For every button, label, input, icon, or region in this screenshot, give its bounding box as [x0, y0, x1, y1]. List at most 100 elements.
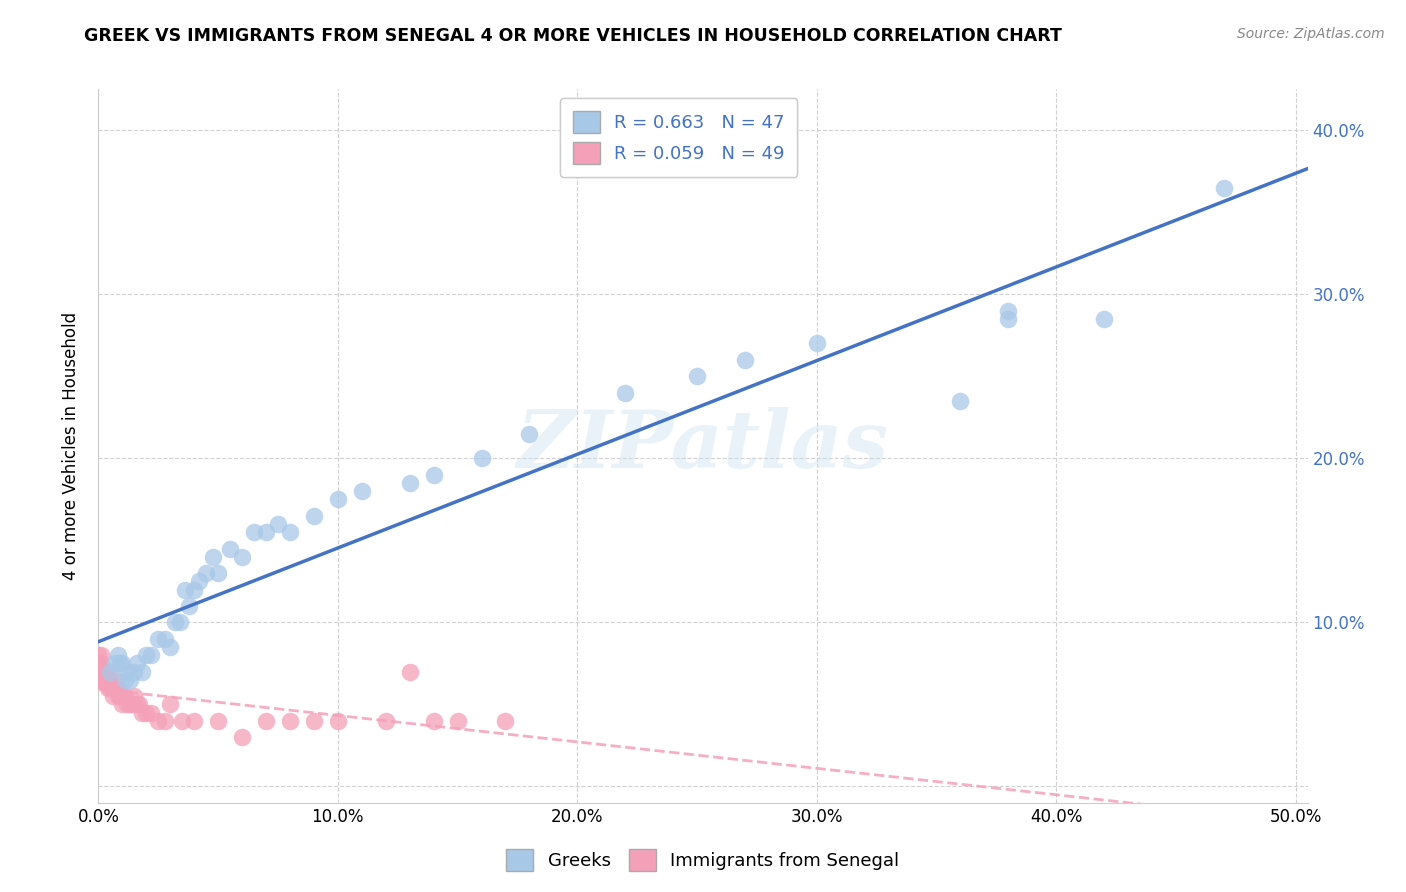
- Point: [231, 549, 253, 564]
- Point: [422, 714, 444, 728]
- Point: [90, 665, 112, 679]
- Point: [163, 615, 186, 630]
- Point: [202, 549, 225, 564]
- Y-axis label: 4 or more Vehicles in Household: 4 or more Vehicles in Household: [62, 312, 80, 580]
- Point: [326, 714, 349, 728]
- Point: [148, 632, 170, 646]
- Point: [107, 681, 129, 695]
- Point: [949, 393, 972, 408]
- Point: [111, 689, 134, 703]
- Point: [87, 673, 110, 687]
- Point: [115, 698, 138, 712]
- Point: [139, 706, 162, 720]
- Point: [243, 525, 266, 540]
- Point: [267, 516, 290, 531]
- Point: [155, 632, 177, 646]
- Point: [118, 698, 141, 712]
- Point: [278, 714, 301, 728]
- Legend: Greeks, Immigrants from Senegal: Greeks, Immigrants from Senegal: [499, 842, 907, 879]
- Point: [121, 698, 143, 712]
- Point: [100, 681, 122, 695]
- Point: [87, 648, 110, 662]
- Point: [686, 369, 709, 384]
- Point: [104, 681, 127, 695]
- Point: [100, 673, 122, 687]
- Point: [87, 657, 110, 671]
- Point: [188, 574, 211, 589]
- Point: [124, 665, 146, 679]
- Point: [1092, 311, 1115, 326]
- Point: [107, 689, 129, 703]
- Point: [131, 706, 153, 720]
- Point: [104, 657, 127, 671]
- Point: [997, 311, 1019, 326]
- Point: [398, 665, 420, 679]
- Point: [114, 673, 136, 687]
- Point: [111, 657, 134, 671]
- Point: [139, 648, 162, 662]
- Point: [100, 665, 122, 679]
- Point: [183, 714, 205, 728]
- Point: [155, 714, 177, 728]
- Point: [172, 714, 194, 728]
- Point: [135, 648, 157, 662]
- Point: [997, 303, 1019, 318]
- Point: [115, 665, 138, 679]
- Point: [124, 689, 146, 703]
- Point: [614, 385, 637, 400]
- Point: [118, 673, 141, 687]
- Point: [131, 665, 153, 679]
- Point: [91, 673, 114, 687]
- Point: [159, 698, 181, 712]
- Point: [183, 582, 205, 597]
- Point: [278, 525, 301, 540]
- Point: [97, 681, 120, 695]
- Point: [806, 336, 828, 351]
- Point: [254, 525, 277, 540]
- Point: [94, 665, 117, 679]
- Point: [90, 648, 112, 662]
- Point: [111, 698, 134, 712]
- Point: [107, 648, 129, 662]
- Point: [398, 475, 420, 490]
- Point: [207, 714, 229, 728]
- Point: [87, 665, 110, 679]
- Point: [91, 665, 114, 679]
- Legend: R = 0.663   N = 47, R = 0.059   N = 49: R = 0.663 N = 47, R = 0.059 N = 49: [560, 98, 797, 177]
- Point: [231, 730, 253, 744]
- Point: [159, 640, 181, 654]
- Point: [302, 714, 325, 728]
- Point: [374, 714, 396, 728]
- Point: [108, 689, 131, 703]
- Point: [114, 689, 136, 703]
- Point: [90, 657, 112, 671]
- Point: [470, 451, 492, 466]
- Point: [128, 698, 150, 712]
- Point: [326, 492, 349, 507]
- Point: [125, 657, 148, 671]
- Point: [173, 582, 195, 597]
- Point: [195, 566, 218, 581]
- Point: [179, 599, 201, 613]
- Text: ZIPatlas: ZIPatlas: [517, 408, 889, 484]
- Text: GREEK VS IMMIGRANTS FROM SENEGAL 4 OR MORE VEHICLES IN HOUSEHOLD CORRELATION CHA: GREEK VS IMMIGRANTS FROM SENEGAL 4 OR MO…: [84, 27, 1063, 45]
- Point: [125, 698, 148, 712]
- Point: [104, 673, 127, 687]
- Point: [97, 673, 120, 687]
- Point: [94, 673, 117, 687]
- Point: [302, 508, 325, 523]
- Point: [1212, 180, 1234, 194]
- Point: [207, 566, 229, 581]
- Point: [519, 426, 541, 441]
- Point: [350, 484, 373, 499]
- Point: [108, 657, 131, 671]
- Point: [219, 541, 242, 556]
- Point: [169, 615, 191, 630]
- Point: [148, 714, 170, 728]
- Point: [422, 467, 444, 482]
- Point: [101, 689, 124, 703]
- Point: [135, 706, 157, 720]
- Text: Source: ZipAtlas.com: Source: ZipAtlas.com: [1237, 27, 1385, 41]
- Point: [446, 714, 468, 728]
- Point: [495, 714, 517, 728]
